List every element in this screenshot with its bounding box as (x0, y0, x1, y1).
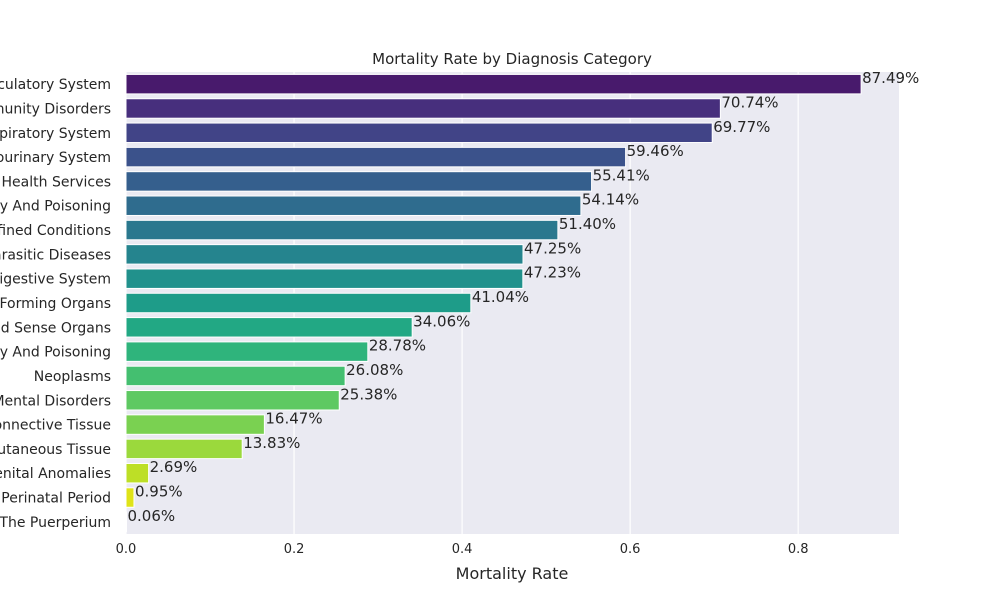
y-tick-label: efined Conditions (0, 223, 111, 239)
bar (125, 341, 369, 362)
x-tick-label: 0.6 (620, 542, 641, 557)
bar (125, 365, 346, 387)
y-tick-label: arasitic Diseases (0, 247, 111, 263)
data-label: 51.40% (559, 215, 616, 233)
data-label: 34.06% (413, 312, 470, 330)
data-label: 87.49% (862, 69, 919, 87)
y-tick-label: munity Disorders (0, 101, 111, 117)
data-label: 25.38% (340, 385, 397, 403)
y-tick-label: rculatory System (0, 77, 111, 93)
chart-title: Mortality Rate by Diagnosis Category (372, 50, 652, 68)
y-tick-label: utaneous Tissue (0, 442, 111, 458)
y-tick-labels: rculatory System munity Disorders spirator… (0, 77, 111, 531)
y-tick-label: -Forming Organs (0, 296, 111, 312)
y-tick-label: y And Poisoning (0, 199, 111, 215)
bar (125, 511, 128, 533)
x-tick-labels: 0.0 0.2 0.4 0.6 0.8 (116, 542, 809, 557)
x-tick-label: 0.2 (284, 542, 305, 557)
y-tick-label: y And Poisoning (0, 345, 111, 361)
bar (125, 390, 340, 411)
data-label: 0.06% (128, 507, 176, 525)
bar (125, 244, 524, 265)
y-tick-label: Health Services (2, 174, 111, 190)
data-label: 69.77% (713, 118, 770, 136)
bar (125, 462, 150, 484)
data-label: 54.14% (582, 191, 639, 209)
bar (125, 317, 413, 338)
y-tick-label: enital Anomalies (0, 466, 111, 482)
data-label: 70.74% (721, 93, 778, 111)
bar (125, 146, 627, 168)
bar (125, 195, 582, 216)
data-label: 13.83% (243, 434, 300, 452)
y-tick-label: Perinatal Period (1, 491, 111, 507)
data-label: 2.69% (150, 458, 198, 476)
bar (125, 268, 524, 289)
y-tick-label: Digestive System (0, 272, 111, 288)
bar (125, 73, 862, 95)
y-tick-label: spiratory System (0, 126, 111, 142)
bar (125, 414, 265, 435)
data-label: 47.25% (524, 239, 581, 257)
y-tick-label: The Puerperium (0, 515, 111, 531)
data-label: 59.46% (627, 142, 684, 160)
bar (125, 122, 713, 144)
data-label: 0.95% (135, 483, 183, 501)
bar (125, 219, 559, 241)
x-tick-label: 0.8 (788, 542, 809, 557)
x-tick-label: 0.4 (452, 542, 473, 557)
y-tick-label: ourinary System (0, 150, 111, 166)
bar (125, 487, 135, 508)
bar (125, 438, 243, 460)
data-label: 55.41% (593, 166, 650, 184)
x-axis-label: Mortality Rate (456, 564, 569, 583)
y-tick-label: d Sense Organs (1, 320, 111, 336)
x-tick-label: 0.0 (116, 542, 137, 557)
bars (125, 73, 862, 533)
data-label: 26.08% (346, 361, 403, 379)
data-labels: 87.49% 70.74% 69.77% 59.46% 55.41% 54.14% 51.4… (128, 69, 920, 525)
bar (125, 98, 721, 119)
bar (125, 171, 593, 192)
y-tick-label: onnective Tissue (0, 418, 111, 434)
y-tick-label: Neoplasms (34, 369, 111, 385)
bar (125, 292, 472, 314)
data-label: 47.23% (524, 264, 581, 282)
data-label: 16.47% (265, 410, 322, 428)
data-label: 41.04% (472, 288, 529, 306)
data-label: 28.78% (369, 337, 426, 355)
y-tick-label: Mental Disorders (0, 393, 111, 409)
